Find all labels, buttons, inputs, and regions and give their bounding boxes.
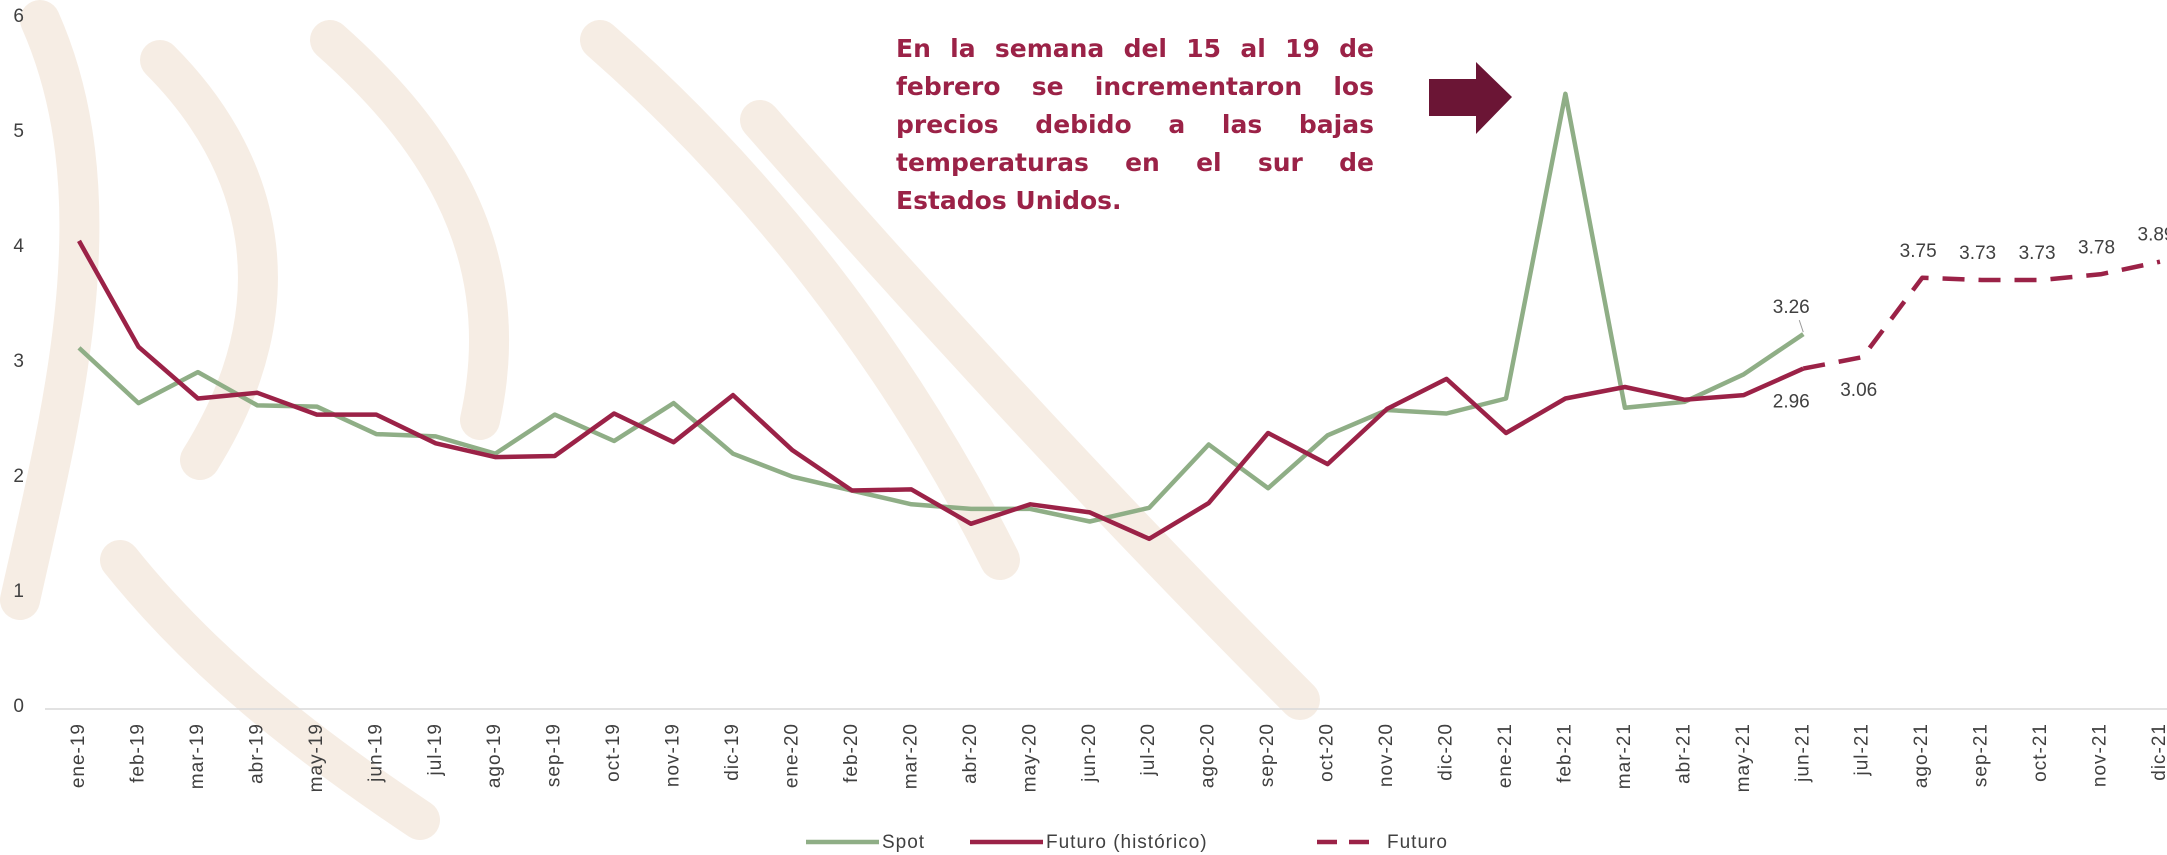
series-line (77, 239, 1805, 542)
x-tick-label: oct-19 (603, 723, 624, 782)
y-tick-label: 1 (13, 581, 24, 602)
x-tick-label: may-21 (1733, 723, 1754, 792)
x-tick-label: feb-20 (841, 723, 862, 783)
x-tick-label: sep-19 (544, 723, 565, 787)
x-tick-label: nov-19 (663, 723, 684, 787)
annotation-arrow (1429, 62, 1512, 134)
x-tick-label: abr-19 (246, 723, 267, 784)
x-tick-label: ago-19 (484, 723, 505, 788)
x-tick-label: jul-19 (425, 723, 446, 776)
x-tick-label: oct-20 (1317, 723, 1338, 782)
x-tick-label: ago-21 (1911, 723, 1932, 788)
leader-line (1798, 319, 1804, 333)
x-tick-label: may-19 (306, 723, 327, 792)
data-label: 3.06 (1840, 380, 1877, 401)
x-tick-label: ene-21 (1495, 723, 1516, 788)
y-tick-label: 0 (13, 696, 24, 717)
x-tick-label: dic-20 (1436, 723, 1457, 781)
x-tick-label: dic-21 (2149, 723, 2167, 781)
x-tick-label: mar-20 (900, 723, 921, 789)
x-tick-label: ene-19 (68, 723, 89, 788)
legend-label: Futuro (histórico) (1046, 832, 1208, 853)
legend-label: Spot (882, 832, 925, 853)
background-emblem (0, 0, 1320, 840)
x-tick-label: mar-21 (1614, 723, 1635, 789)
y-tick-label: 3 (13, 351, 24, 372)
x-tick-label: jun-21 (1792, 723, 1813, 783)
x-tick-label: dic-19 (722, 723, 743, 781)
x-tick-label: jun-19 (365, 723, 386, 783)
x-tick-label: sep-21 (1971, 723, 1992, 787)
y-tick-label: 6 (13, 6, 24, 27)
x-tick-label: nov-20 (1376, 723, 1397, 787)
x-tick-label: feb-19 (127, 723, 148, 783)
x-tick-label: jul-20 (1138, 723, 1159, 776)
x-tick-label: jul-21 (1852, 723, 1873, 776)
x-tick-label: ene-20 (782, 723, 803, 788)
annotation: En la semana del 15 al 19 de febrero se … (896, 34, 1374, 215)
x-tick-label: ago-20 (1198, 723, 1219, 788)
x-tick-label: jun-20 (1079, 723, 1100, 783)
x-tick-label: sep-20 (1257, 723, 1278, 787)
x-tick-label: abr-20 (960, 723, 981, 784)
data-label: 3.78 (2078, 237, 2115, 258)
x-tick-label: abr-21 (1673, 723, 1694, 784)
x-tick-label: mar-19 (187, 723, 208, 789)
data-label: 3.26 (1773, 297, 1810, 318)
data-label: 2.96 (1773, 392, 1810, 413)
x-tick-label: may-20 (1019, 723, 1040, 792)
y-tick-label: 4 (13, 236, 24, 257)
y-tick-label: 5 (13, 121, 24, 142)
y-tick-label: 2 (13, 466, 24, 487)
legend-label: Futuro (1387, 832, 1448, 853)
data-label: 3.89 (2138, 225, 2167, 246)
data-label: 3.73 (1959, 243, 1996, 264)
data-label: 3.73 (2019, 243, 2056, 264)
x-tick-label: oct-21 (2030, 723, 2051, 782)
series-line (1802, 259, 2161, 371)
data-label: 3.75 (1900, 241, 1937, 262)
x-tick-label: nov-21 (2090, 723, 2111, 787)
x-tick-label: feb-21 (1554, 723, 1575, 783)
